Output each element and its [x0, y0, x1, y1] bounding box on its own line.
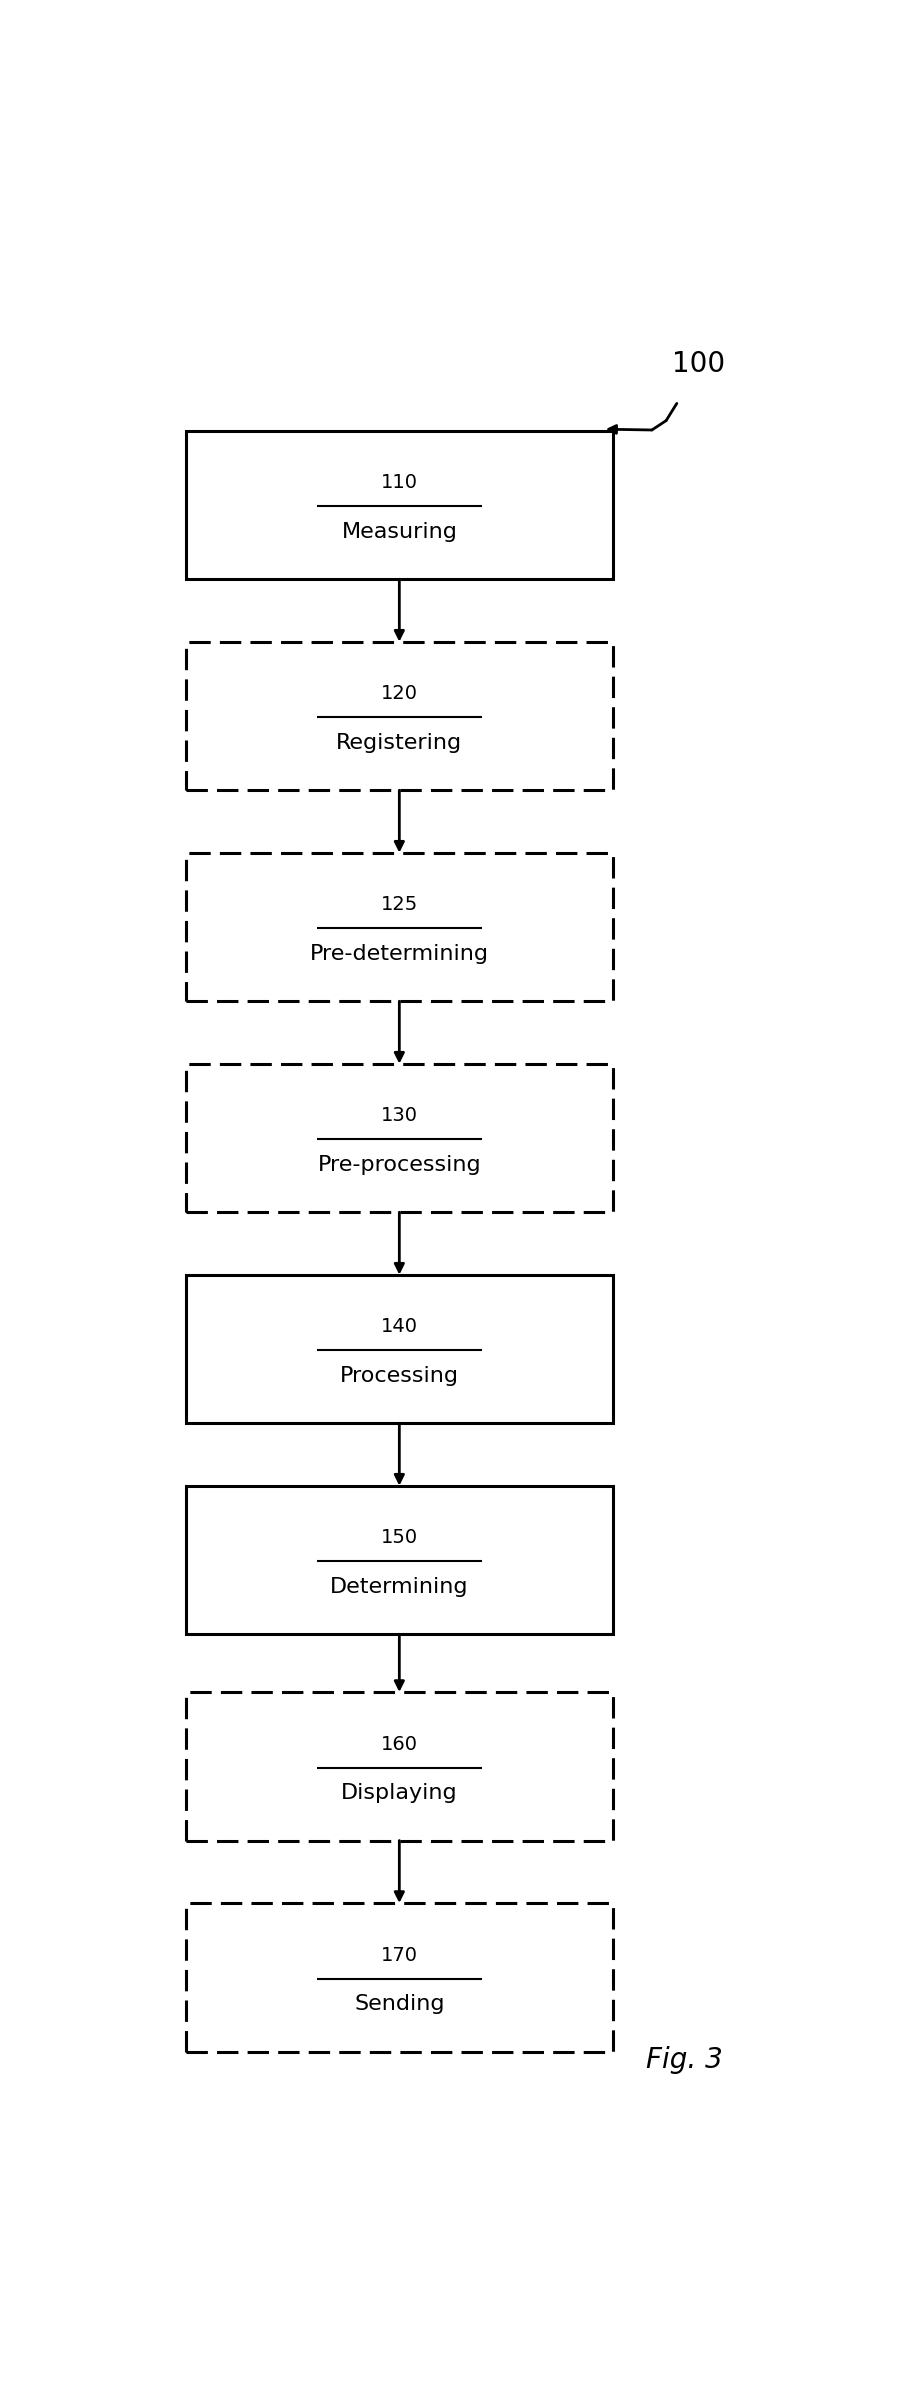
- Text: Pre-determining: Pre-determining: [310, 944, 488, 964]
- Text: 140: 140: [381, 1317, 418, 1336]
- Text: Pre-processing: Pre-processing: [318, 1154, 481, 1176]
- Bar: [186, 854, 613, 1002]
- Bar: [186, 1064, 613, 1212]
- Text: Sending: Sending: [354, 1994, 444, 2013]
- Text: Determining: Determining: [330, 1576, 468, 1596]
- Bar: [186, 642, 613, 789]
- Bar: [186, 1903, 613, 2051]
- Text: 130: 130: [381, 1107, 418, 1126]
- Text: 150: 150: [381, 1529, 418, 1548]
- Text: Registering: Registering: [336, 732, 463, 754]
- Bar: [186, 1691, 613, 1841]
- Text: 170: 170: [381, 1946, 418, 1965]
- Text: 100: 100: [672, 351, 724, 379]
- Text: Fig. 3: Fig. 3: [645, 2046, 722, 2075]
- Bar: [186, 1274, 613, 1424]
- Text: 160: 160: [381, 1734, 418, 1753]
- Text: 125: 125: [381, 894, 418, 913]
- Text: Measuring: Measuring: [341, 522, 457, 541]
- Bar: [186, 432, 613, 580]
- Text: Displaying: Displaying: [341, 1784, 458, 1803]
- Text: 110: 110: [381, 472, 418, 491]
- Bar: [186, 1486, 613, 1634]
- Text: Processing: Processing: [340, 1367, 459, 1386]
- Text: 120: 120: [381, 684, 418, 704]
